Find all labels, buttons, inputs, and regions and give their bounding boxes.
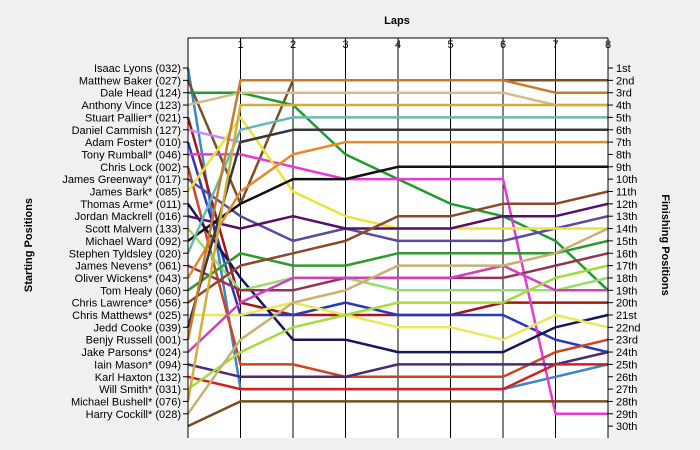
start-label-20: Chris Lawrence* (056) bbox=[72, 298, 181, 310]
series-line-18 bbox=[186, 140, 608, 279]
series-line-12 bbox=[186, 203, 609, 354]
x-tick-label-7: 7 bbox=[552, 39, 558, 51]
finish-label-2nd: 2nd bbox=[616, 75, 634, 87]
x-tick-label-8: 8 bbox=[605, 39, 611, 51]
series-line-19 bbox=[187, 239, 609, 292]
start-label-4: Anthony Vince (123) bbox=[82, 100, 181, 112]
start-label-7: Adam Foster* (010) bbox=[85, 137, 181, 149]
finish-label-20th: 20th bbox=[616, 298, 637, 310]
start-label-12: Thomas Arme* (011) bbox=[80, 199, 181, 211]
start-label-16: Stephen Tyldsley (020) bbox=[69, 248, 181, 260]
finish-label-14th: 14th bbox=[616, 224, 637, 236]
start-label-24: Jake Parsons* (024) bbox=[81, 347, 181, 359]
finish-label-9th: 9th bbox=[616, 162, 631, 174]
start-label-28: Michael Bushell* (076) bbox=[71, 396, 181, 408]
right-axis-title: Finishing Positions bbox=[659, 194, 671, 295]
x-axis-title: Laps bbox=[384, 15, 410, 27]
finish-label-5th: 5th bbox=[616, 112, 631, 124]
finish-label-13th: 13th bbox=[616, 211, 637, 223]
x-tick-label-4: 4 bbox=[395, 39, 401, 51]
start-label-26: Karl Haxton (132) bbox=[95, 372, 181, 384]
series-line-21 bbox=[188, 301, 609, 341]
finish-label-28th: 28th bbox=[616, 396, 637, 408]
finish-label-12th: 12th bbox=[616, 199, 637, 211]
start-label-6: Daniel Cammish (127) bbox=[72, 125, 181, 137]
start-label-1: Isaac Lyons (032) bbox=[94, 63, 181, 75]
start-label-5: Stuart Pallier* (021) bbox=[85, 112, 181, 124]
series-line-20 bbox=[187, 190, 609, 304]
start-label-11: James Bark* (085) bbox=[90, 187, 181, 199]
finish-label-21st: 21st bbox=[616, 310, 637, 322]
finishing-position-labels: 1st2nd3rd4th5th6th7th8th9th10th11th12th1… bbox=[608, 63, 640, 433]
start-label-2: Matthew Baker (027) bbox=[79, 75, 181, 87]
series-line-14 bbox=[187, 227, 609, 292]
start-label-17: James Nevens* (061) bbox=[75, 261, 181, 273]
start-label-10: James Greenway* (017) bbox=[62, 174, 181, 186]
finish-label-29th: 29th bbox=[616, 409, 637, 421]
finish-label-24th: 24th bbox=[616, 347, 637, 359]
series-line-16 bbox=[186, 116, 608, 254]
finish-label-4th: 4th bbox=[616, 100, 631, 112]
finish-label-27th: 27th bbox=[616, 384, 637, 396]
start-label-19: Tom Healy (060) bbox=[100, 285, 181, 297]
finish-label-25th: 25th bbox=[616, 359, 637, 371]
start-label-23: Benjy Russell (001) bbox=[86, 335, 181, 347]
finish-label-15th: 15th bbox=[616, 236, 637, 248]
series-line-26 bbox=[187, 363, 608, 391]
finish-label-18th: 18th bbox=[616, 273, 637, 285]
start-label-9: Chris Lock (002) bbox=[100, 162, 181, 174]
series-line-22 bbox=[186, 128, 608, 328]
finish-label-30th: 30th bbox=[616, 421, 637, 433]
finish-label-22nd: 22nd bbox=[616, 322, 640, 334]
series-line-23 bbox=[186, 79, 608, 340]
finish-label-16th: 16th bbox=[616, 248, 637, 260]
series-line-28 bbox=[186, 103, 608, 402]
x-tick-label-3: 3 bbox=[342, 39, 348, 51]
finish-label-1st: 1st bbox=[616, 63, 631, 75]
finish-label-19th: 19th bbox=[616, 285, 637, 297]
start-label-27: Will Smith* (031) bbox=[99, 384, 181, 396]
series-lines bbox=[186, 67, 609, 428]
finish-label-3rd: 3rd bbox=[616, 88, 632, 100]
start-label-8: Tony Rumball* (046) bbox=[81, 149, 181, 161]
start-label-3: Dale Head (124) bbox=[100, 88, 181, 100]
series-line-30 bbox=[187, 400, 608, 428]
series-line-24 bbox=[187, 264, 608, 354]
series-line-9 bbox=[186, 166, 609, 379]
left-axis-title: Starting Positions bbox=[23, 198, 35, 292]
finish-label-7th: 7th bbox=[616, 137, 631, 149]
start-label-21: Chris Matthews* (025) bbox=[72, 310, 181, 322]
x-tick-label-2: 2 bbox=[290, 39, 296, 51]
start-label-14: Scott Malvern (133) bbox=[85, 224, 181, 236]
series-line-13 bbox=[187, 202, 609, 230]
series-line-4 bbox=[187, 91, 608, 107]
start-label-13: Jordan Mackrell (016) bbox=[75, 211, 181, 223]
series-line-29 bbox=[186, 227, 609, 415]
series-line-15 bbox=[187, 165, 608, 242]
finish-label-11th: 11th bbox=[616, 187, 637, 199]
x-tick-label-6: 6 bbox=[500, 39, 506, 51]
finish-label-6th: 6th bbox=[616, 125, 631, 137]
start-label-15: Michael Ward (092) bbox=[85, 236, 181, 248]
finish-label-17th: 17th bbox=[616, 261, 637, 273]
finish-label-10th: 10th bbox=[616, 174, 637, 186]
start-label-29: Harry Cockill* (028) bbox=[86, 409, 181, 421]
finish-label-26th: 26th bbox=[616, 372, 637, 384]
start-label-18: Oliver Wickens* (043) bbox=[75, 273, 181, 285]
finish-label-8th: 8th bbox=[616, 149, 631, 161]
series-line-25 bbox=[187, 350, 609, 379]
x-tick-label-5: 5 bbox=[447, 39, 453, 51]
start-label-25: Iain Mason* (094) bbox=[94, 359, 181, 371]
start-label-22: Jedd Cooke (039) bbox=[94, 322, 181, 334]
x-ticks: 1 2 3 4 5 6 7 8 bbox=[237, 38, 611, 51]
starting-position-labels: Isaac Lyons (032)Matthew Baker (027)Dale… bbox=[62, 63, 188, 421]
x-tick-label-1: 1 bbox=[237, 39, 243, 51]
finish-label-23rd: 23rd bbox=[616, 335, 638, 347]
series-line-27 bbox=[187, 264, 609, 391]
